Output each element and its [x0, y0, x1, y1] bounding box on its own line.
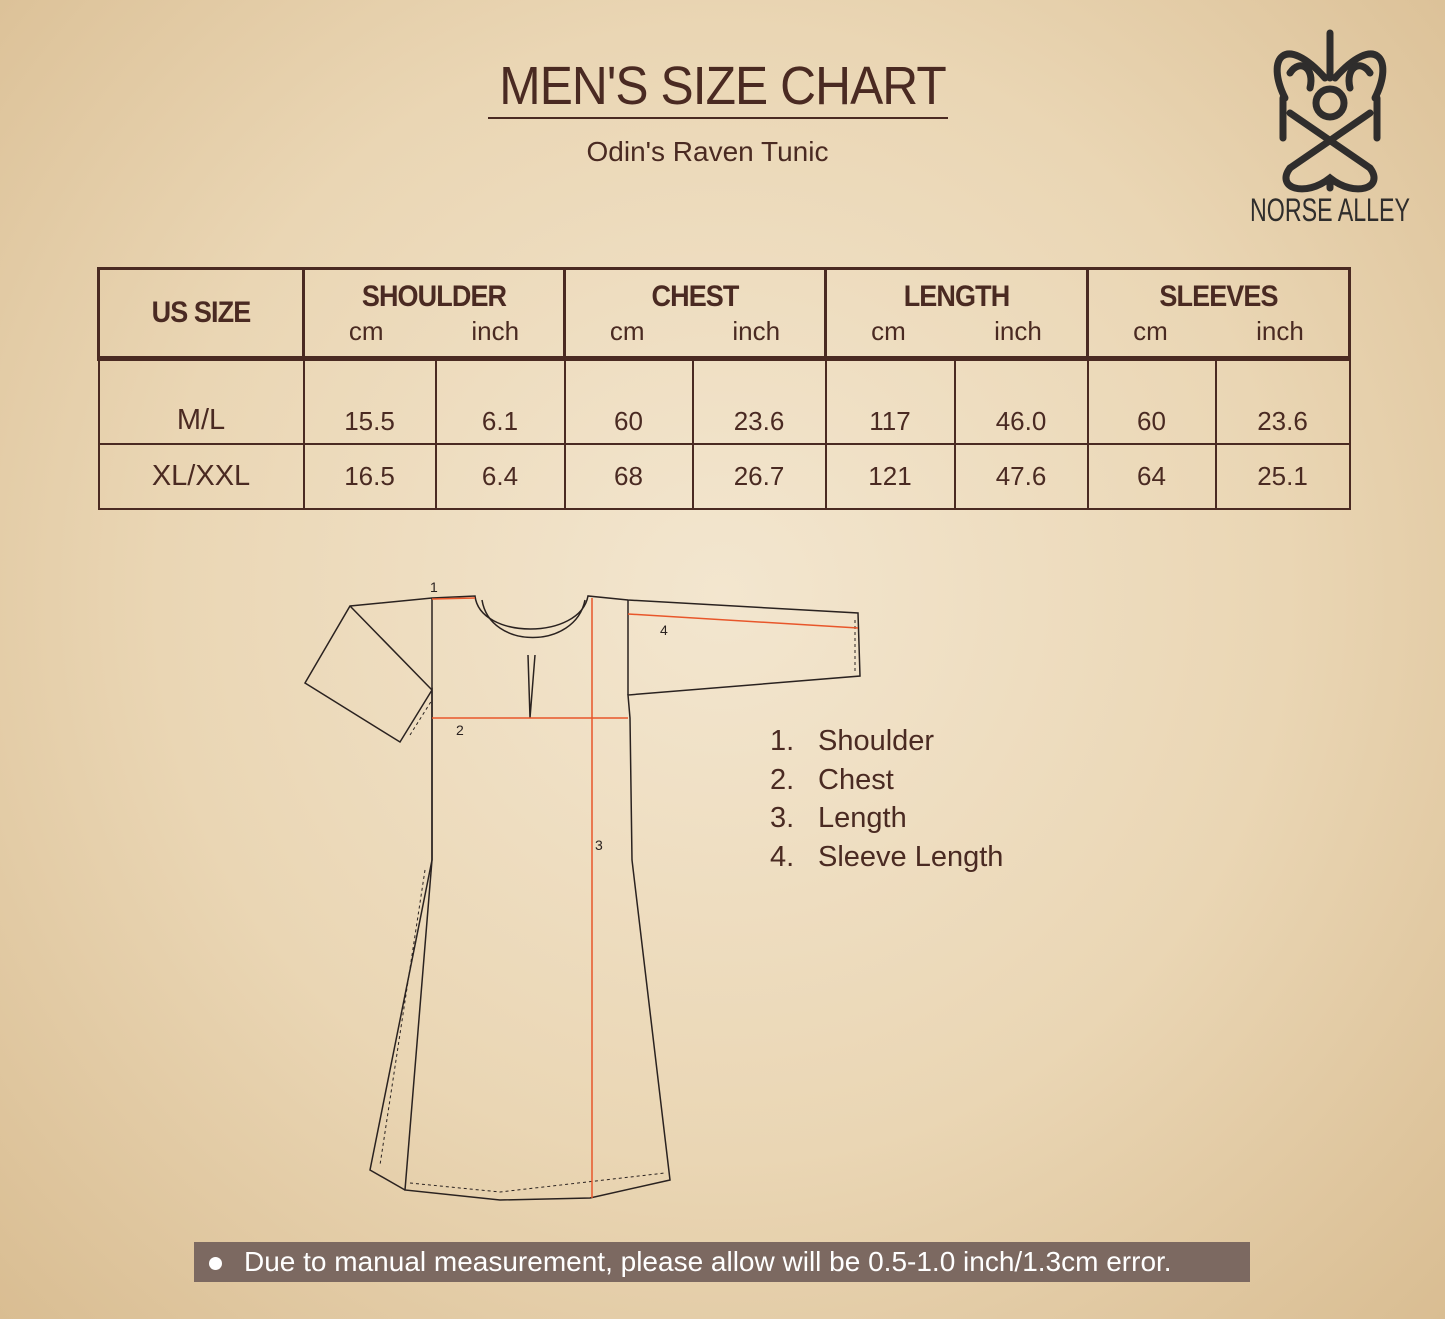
value-cell: 60 — [1086, 357, 1217, 445]
marker-length: 3 — [595, 837, 603, 853]
title-underline — [488, 117, 948, 119]
value-cell: 60 — [563, 357, 694, 445]
value-cell: 25.1 — [1215, 443, 1351, 510]
value-cell: 47.6 — [953, 443, 1089, 510]
knotwork-emblem-icon: NORSE ALLEY — [1250, 29, 1410, 228]
header-us-size: US SIZE — [97, 267, 305, 361]
table-row: XL/XXL 16.5 6.4 68 26.7 121 47.6 64 25.1 — [97, 443, 1351, 510]
header-chest: CHEST cm inch — [563, 267, 827, 361]
value-cell: 16.5 — [302, 443, 437, 510]
measurement-legend: 1. Shoulder 2. Chest 3. Length 4. Sleeve Len… — [770, 722, 1003, 876]
size-cell: M/L — [97, 357, 305, 445]
size-table: US SIZE SHOULDER cm inch CHEST cm inch LENGT… — [97, 267, 1352, 510]
note-text: Due to manual measurement, please allow … — [244, 1246, 1172, 1277]
legend-item: 3. Length — [770, 802, 907, 834]
value-cell: 121 — [824, 443, 956, 510]
svg-text:NORSE ALLEY: NORSE ALLEY — [1250, 192, 1410, 228]
header-sleeves: SLEEVES cm inch — [1086, 267, 1352, 361]
tunic-diagram: 1 2 3 4 — [300, 575, 880, 1220]
value-cell: 64 — [1086, 443, 1217, 510]
value-cell: 68 — [563, 443, 694, 510]
value-cell: 23.6 — [1215, 357, 1351, 445]
table-row: M/L 15.5 6.1 60 23.6 117 46.0 60 23.6 — [97, 357, 1351, 445]
table-header-row: US SIZE SHOULDER cm inch CHEST cm inch LENGT… — [97, 267, 1352, 361]
value-cell: 6.4 — [435, 443, 566, 510]
marker-chest: 2 — [456, 722, 464, 738]
legend-item: 4. Sleeve Length — [770, 840, 1004, 873]
page-subtitle: Odin's Raven Tunic — [586, 136, 829, 167]
measurement-lines — [431, 597, 859, 1198]
value-cell: 46.0 — [953, 357, 1089, 445]
marker-shoulder: 1 — [430, 579, 438, 595]
value-cell: 26.7 — [692, 443, 827, 510]
value-cell: 15.5 — [302, 357, 437, 445]
value-cell: 6.1 — [435, 357, 566, 445]
value-cell: 23.6 — [692, 357, 827, 445]
measurement-note: Due to manual measurement, please allow … — [194, 1242, 1250, 1282]
brand-logo: NORSE ALLEY — [1245, 28, 1415, 228]
page-title: MEN'S SIZE CHART — [499, 56, 946, 116]
header-length: LENGTH cm inch — [823, 267, 1090, 361]
header-shoulder: SHOULDER cm inch — [302, 267, 566, 361]
size-cell: XL/XXL — [97, 443, 305, 510]
marker-sleeve: 4 — [660, 622, 668, 638]
bullet-icon — [209, 1257, 222, 1271]
legend-item: 1. Shoulder — [770, 725, 935, 757]
legend-item: 2. Chest — [770, 763, 894, 796]
value-cell: 117 — [824, 357, 956, 445]
